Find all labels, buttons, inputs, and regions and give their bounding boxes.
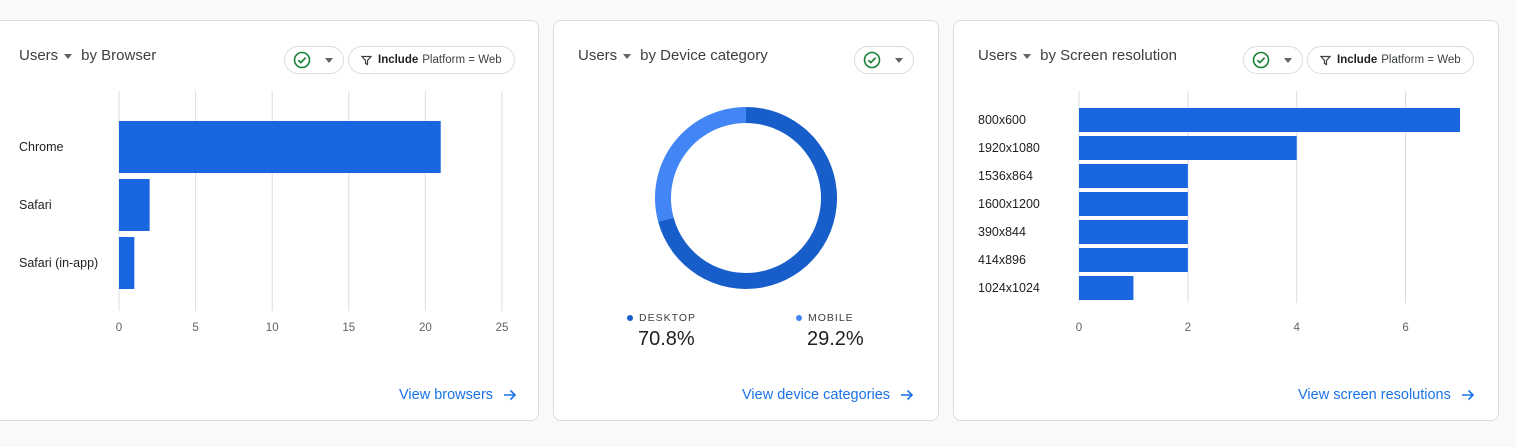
chevron-down-icon[interactable] bbox=[325, 57, 333, 63]
bar bbox=[1079, 192, 1188, 216]
legend-label: MOBILE bbox=[808, 312, 854, 324]
card-title[interactable]: Users by Browser bbox=[19, 47, 156, 64]
bar bbox=[1079, 108, 1460, 132]
check-circle-icon bbox=[1252, 51, 1270, 69]
check-circle-icon bbox=[293, 51, 311, 69]
dimension-label: by Device category bbox=[640, 47, 768, 64]
legend-label: DESKTOP bbox=[639, 312, 696, 324]
dimension-label: by Browser bbox=[81, 47, 157, 64]
view-browsers-link[interactable]: View browsers bbox=[399, 387, 517, 403]
x-tick-label: 10 bbox=[266, 322, 279, 334]
filter-include-label: Include bbox=[378, 54, 419, 66]
category-label: Safari bbox=[19, 198, 52, 212]
category-label: 390x844 bbox=[978, 225, 1026, 239]
bar bbox=[1079, 136, 1297, 160]
category-label: 1536x864 bbox=[978, 169, 1033, 183]
caret-down-icon[interactable] bbox=[64, 54, 73, 59]
screen-bar-chart: 0 2 4 6 800x600 1920x1080 1536x864 1600x1200 390… bbox=[978, 91, 1460, 334]
device-card: Users by Device category DESKTOP 70.8% M… bbox=[553, 20, 939, 421]
legend-dot bbox=[627, 315, 633, 321]
category-label: 1600x1200 bbox=[978, 197, 1040, 211]
category-label: 1024x1024 bbox=[978, 281, 1040, 295]
check-circle-icon bbox=[863, 51, 881, 69]
x-tick-label: 2 bbox=[1185, 322, 1191, 334]
screen-card: Users by Screen resolution Include Platf… bbox=[953, 20, 1499, 421]
chevron-down-icon[interactable] bbox=[895, 57, 903, 63]
bar bbox=[119, 121, 441, 173]
bar bbox=[1079, 164, 1188, 188]
x-tick-label: 0 bbox=[116, 322, 122, 334]
filter-chip[interactable]: Include Platform = Web bbox=[1307, 46, 1474, 74]
filter-text: Platform = Web bbox=[422, 54, 502, 66]
browser-card: Users by Browser Include Platform = Web … bbox=[0, 20, 539, 421]
arrow-right-icon bbox=[504, 389, 517, 401]
x-tick-label: 0 bbox=[1076, 322, 1082, 334]
view-screen-resolutions-link[interactable]: View screen resolutions bbox=[1298, 387, 1475, 403]
filter-icon bbox=[1320, 55, 1331, 65]
device-donut-chart bbox=[655, 107, 837, 289]
comparison-chip[interactable] bbox=[1243, 46, 1303, 74]
legend-dot bbox=[796, 315, 802, 321]
legend-percent: 70.8% bbox=[638, 328, 695, 350]
chevron-down-icon[interactable] bbox=[1284, 57, 1292, 63]
category-label: 414x896 bbox=[978, 253, 1026, 267]
bar bbox=[1079, 248, 1188, 272]
x-tick-label: 25 bbox=[496, 322, 509, 334]
metric-selector[interactable]: Users bbox=[19, 47, 59, 64]
bar bbox=[1079, 220, 1188, 244]
arrow-right-icon bbox=[1461, 389, 1475, 401]
metric-selector[interactable]: Users bbox=[578, 47, 618, 64]
x-tick-label: 20 bbox=[419, 322, 432, 334]
comparison-chip[interactable] bbox=[284, 46, 344, 74]
caret-down-icon[interactable] bbox=[623, 54, 632, 59]
category-label: 1920x1080 bbox=[978, 141, 1040, 155]
x-tick-label: 15 bbox=[342, 322, 355, 334]
view-device-categories-label: View device categories bbox=[742, 387, 891, 403]
card-title[interactable]: Users by Screen resolution bbox=[978, 47, 1177, 64]
legend-mobile: MOBILE 29.2% bbox=[796, 312, 864, 351]
bar bbox=[119, 179, 150, 231]
category-label: 800x600 bbox=[978, 113, 1026, 127]
filter-icon bbox=[361, 55, 372, 65]
view-device-categories-link[interactable]: View device categories bbox=[742, 387, 914, 403]
legend-percent: 29.2% bbox=[807, 328, 864, 350]
bar bbox=[1079, 276, 1134, 300]
category-label: Chrome bbox=[19, 140, 64, 154]
x-tick-label: 4 bbox=[1294, 322, 1301, 334]
legend-desktop: DESKTOP 70.8% bbox=[627, 312, 696, 351]
donut-slice bbox=[655, 107, 746, 222]
x-tick-label: 6 bbox=[1402, 322, 1408, 334]
dimension-label: by Screen resolution bbox=[1040, 47, 1177, 64]
metric-selector[interactable]: Users bbox=[978, 47, 1018, 64]
filter-chip[interactable]: Include Platform = Web bbox=[348, 46, 515, 74]
view-screen-resolutions-label: View screen resolutions bbox=[1298, 387, 1451, 403]
card-title[interactable]: Users by Device category bbox=[578, 47, 768, 64]
comparison-chip[interactable] bbox=[854, 46, 914, 74]
filter-text: Platform = Web bbox=[1381, 54, 1461, 66]
arrow-right-icon bbox=[901, 389, 914, 401]
category-label: Safari (in-app) bbox=[19, 256, 98, 270]
bar bbox=[119, 237, 135, 289]
filter-include-label: Include bbox=[1337, 54, 1378, 66]
browser-bar-chart: 0 5 10 15 20 25 Chrome Safari Safari (in-app) bbox=[19, 91, 509, 334]
view-browsers-label: View browsers bbox=[399, 387, 494, 403]
x-tick-label: 5 bbox=[192, 322, 198, 334]
caret-down-icon[interactable] bbox=[1023, 54, 1032, 59]
